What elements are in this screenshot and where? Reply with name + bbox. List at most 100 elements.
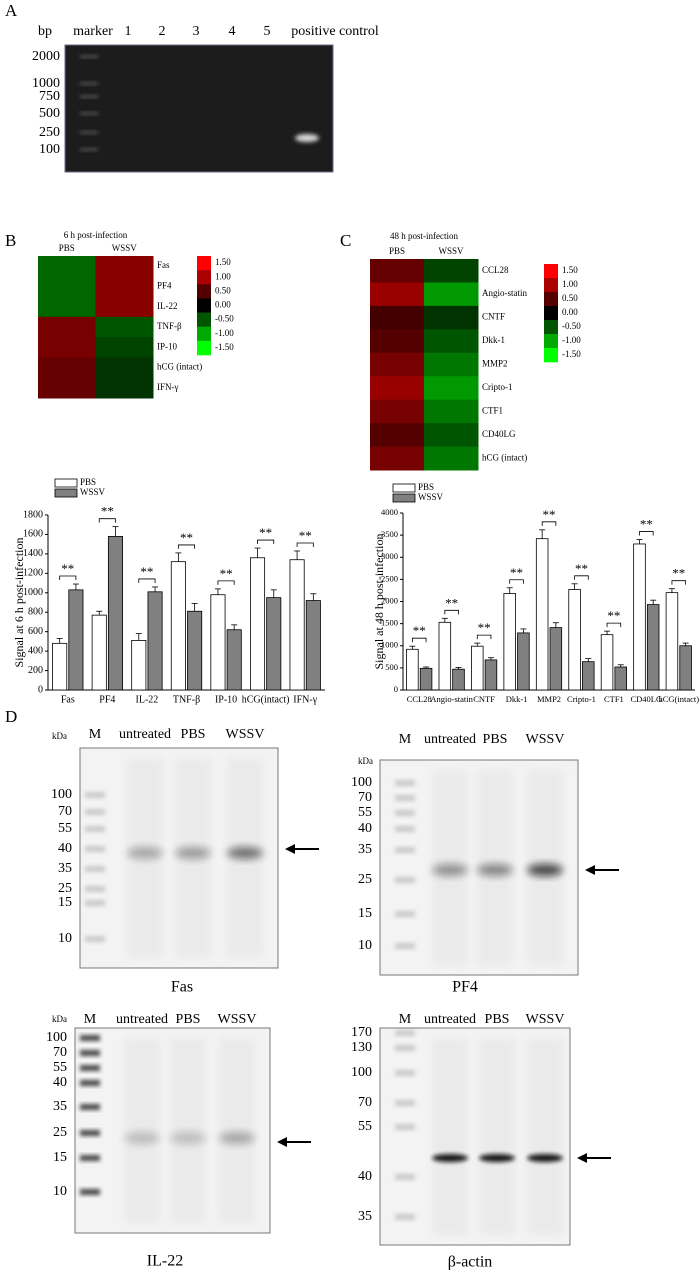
y-tick-label: 400	[28, 645, 43, 656]
ladder-band	[395, 1030, 415, 1036]
panel-label: B	[5, 231, 16, 250]
bar	[147, 591, 163, 691]
legend-label: PBS	[80, 477, 96, 487]
row-label: IP-10	[157, 341, 177, 351]
x-tick-label: TNF-β	[173, 694, 200, 705]
row-label: CTF1	[482, 405, 503, 415]
size-label: 250	[39, 125, 60, 140]
colorbar-label: 1.50	[215, 257, 231, 267]
row-label: Dkk-1	[482, 335, 505, 345]
protein-band	[219, 1132, 255, 1144]
arrow-head	[285, 844, 295, 854]
y-tick-label: 1000	[381, 640, 398, 650]
ladder-band	[80, 55, 98, 58]
ladder-band	[395, 810, 415, 816]
lane-label: positive control	[291, 24, 379, 39]
lane-label: 5	[264, 24, 271, 39]
y-tick-label: 1400	[23, 548, 43, 559]
ladder-band	[80, 1130, 100, 1136]
unit-label: kDa	[52, 731, 67, 741]
panel-label: D	[5, 707, 17, 726]
panel-label: C	[340, 231, 351, 250]
significance-label: **	[575, 561, 588, 576]
heat-cell	[95, 316, 154, 338]
x-tick-label: PF4	[99, 694, 115, 705]
row-label: CCL28	[482, 265, 509, 275]
marker-label: 100	[51, 787, 72, 802]
heat-cell	[370, 399, 425, 424]
significance-bracket	[574, 575, 589, 580]
lane-label: PBS	[181, 727, 206, 742]
lane-label: marker	[73, 24, 113, 39]
ladder-band	[395, 1174, 415, 1180]
lane-label: 2	[159, 24, 166, 39]
colorbar-cell	[197, 256, 211, 271]
bar	[517, 632, 530, 691]
lane-label: WSSV	[218, 1012, 257, 1027]
heat-cell	[38, 377, 96, 399]
arrow-head	[585, 865, 595, 875]
colorbar-cell	[197, 284, 211, 299]
colorbar-label: 0.00	[562, 307, 578, 317]
protein-band	[175, 847, 211, 859]
lane-label: M	[84, 1012, 97, 1027]
lane-label: PBS	[485, 1012, 510, 1027]
marker-label: 55	[358, 1119, 372, 1134]
colorbar-cell	[544, 334, 558, 349]
marker-label: 40	[358, 821, 372, 836]
ladder-band	[85, 936, 105, 942]
blot-caption: β-actin	[448, 1254, 493, 1271]
colorbar-label: 1.00	[215, 271, 231, 281]
x-tick-label: CTF1	[604, 694, 624, 704]
significance-bracket	[296, 542, 314, 547]
row-label: Angio-statin	[482, 288, 527, 298]
lane-label: WSSV	[526, 1012, 565, 1027]
gel-image	[64, 44, 334, 173]
lane-label: untreated	[119, 727, 171, 742]
ladder-band	[85, 826, 105, 832]
y-tick-label: 1800	[23, 509, 43, 520]
protein-band	[432, 1154, 468, 1162]
column-label: PBS	[59, 243, 75, 253]
marker-label: 70	[358, 790, 372, 805]
marker-label: 10	[58, 931, 72, 946]
y-tick-label: 1000	[23, 587, 43, 598]
row-label: MMP2	[482, 359, 508, 369]
blot-caption: IL-22	[147, 1253, 183, 1270]
legend-label: WSSV	[80, 487, 106, 497]
ladder-band	[80, 1050, 100, 1056]
legend-swatch	[54, 488, 78, 498]
lane-label: M	[399, 1012, 412, 1027]
heat-cell	[424, 423, 479, 448]
protein-band	[477, 864, 513, 876]
blot-caption: Fas	[171, 979, 193, 996]
significance-label: **	[61, 561, 74, 576]
marker-label: 25	[53, 1125, 67, 1140]
colorbar-cell	[197, 326, 211, 342]
row-label: CD40LG	[482, 429, 516, 439]
heat-cell	[38, 357, 96, 379]
bar	[107, 535, 124, 691]
ladder-band	[395, 1070, 415, 1076]
colorbar-cell	[544, 306, 558, 321]
bar	[305, 600, 321, 691]
heat-cell	[370, 352, 425, 377]
marker-label: 40	[53, 1075, 67, 1090]
significance-bracket	[639, 531, 654, 536]
ladder-band	[395, 1214, 415, 1220]
bar	[131, 640, 147, 691]
lane-smear	[170, 1038, 206, 1223]
y-tick-label: 2500	[381, 573, 398, 583]
row-label: hCG (intact)	[482, 452, 527, 462]
ladder-band	[80, 1155, 100, 1161]
x-tick-label: hCG(intact)	[242, 694, 290, 705]
protein-band	[127, 847, 163, 859]
blot-caption: PF4	[452, 979, 478, 996]
ladder-band	[395, 911, 415, 917]
size-label: 1000	[32, 76, 60, 91]
x-tick-label: Fas	[61, 694, 75, 705]
protein-band	[170, 1132, 206, 1144]
marker-label: 15	[358, 906, 372, 921]
bar	[633, 543, 646, 691]
